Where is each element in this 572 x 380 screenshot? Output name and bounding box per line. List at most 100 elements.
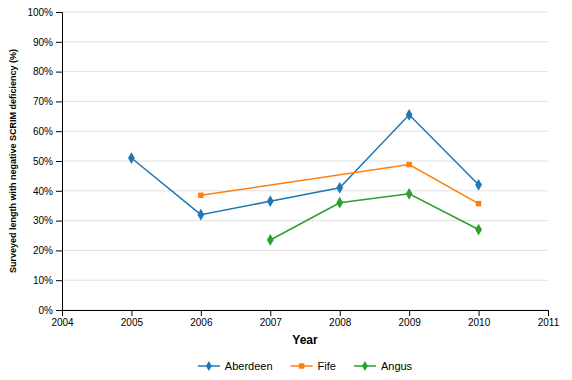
y-tick: 100% (27, 7, 62, 18)
grid-line (62, 71, 548, 72)
grid-line (62, 41, 548, 42)
grid-line (62, 101, 548, 102)
x-tick-label: 2004 (51, 317, 74, 328)
y-tick-label: 30% (33, 215, 53, 226)
grid-line (62, 250, 548, 251)
data-point (406, 162, 411, 167)
plot: 2004 2005 2006 2007 2008 2009 2010 2011 0% 10% 20%… (27, 7, 559, 328)
data-point (475, 179, 482, 191)
series-line (270, 194, 478, 240)
y-tick: 20% (33, 245, 62, 256)
x-tick-mark (201, 310, 202, 316)
legend-label: Angus (381, 360, 413, 372)
y-tick-mark (56, 12, 62, 13)
y-tick-label: 20% (33, 245, 53, 256)
data-point (267, 234, 274, 246)
data-point (336, 197, 343, 209)
data-point (128, 152, 135, 164)
y-axis-line (56, 13, 63, 311)
legend-symbol (299, 363, 304, 368)
x-axis-title: Year (292, 333, 318, 347)
legend-item: Aberdeen (198, 360, 273, 372)
legend-symbol (362, 361, 368, 371)
grid-line (62, 190, 548, 191)
x-tick-mark (479, 310, 480, 316)
y-tick-mark (56, 101, 62, 102)
x-tick-label: 2010 (468, 317, 491, 328)
x-tick-label: 2011 (538, 317, 560, 328)
legend-item: Angus (354, 360, 413, 372)
y-tick: 30% (33, 215, 62, 226)
x-tick: 2007 (260, 310, 283, 328)
x-tick-label: 2008 (329, 317, 352, 328)
y-tick-mark (56, 310, 62, 311)
data-point (336, 182, 343, 194)
x-tick-mark (131, 310, 132, 316)
y-tick-mark (56, 42, 62, 43)
x-tick-label: 2007 (260, 317, 283, 328)
chart: 2004 2005 2006 2007 2008 2009 2010 2011 0% 10% 20%… (0, 0, 572, 380)
y-tick-mark (56, 250, 62, 251)
x-tick-mark (548, 310, 549, 316)
x-tick: 2011 (538, 310, 560, 328)
data-point (198, 193, 203, 198)
x-tick: 2010 (468, 310, 491, 328)
x-tick: 2004 (51, 310, 74, 328)
x-tick: 2008 (329, 310, 352, 328)
x-tick-mark (409, 310, 410, 316)
y-tick-label: 70% (33, 96, 53, 107)
grid (62, 12, 548, 310)
y-tick-label: 10% (33, 275, 53, 286)
y-tick-label: 90% (33, 37, 53, 48)
y-tick: 60% (33, 126, 62, 137)
data-point (406, 109, 413, 121)
series-points (267, 188, 482, 246)
x-axis-line (63, 311, 549, 317)
y-tick-mark (56, 161, 62, 162)
y-tick-label: 40% (33, 186, 53, 197)
legend: Aberdeen Fife Angus (198, 360, 413, 372)
y-tick-label: 0% (39, 305, 54, 316)
data-point (406, 188, 413, 200)
legend-label: Aberdeen (225, 360, 273, 372)
legend-label: Fife (318, 360, 336, 372)
y-tick-label: 100% (27, 7, 53, 18)
x-tick-label: 2006 (190, 317, 213, 328)
y-tick-label: 80% (33, 66, 53, 77)
x-tick-mark (340, 310, 341, 316)
y-tick: 0% (39, 305, 62, 316)
y-tick-mark (56, 221, 62, 222)
y-tick: 80% (33, 66, 62, 77)
x-axis: 2004 2005 2006 2007 2008 2009 2010 2011 (51, 310, 559, 328)
series-line (131, 115, 478, 215)
legend-item: Fife (291, 360, 336, 372)
grid-line (62, 131, 548, 132)
y-tick-label: 50% (33, 156, 53, 167)
data-point (475, 224, 482, 236)
y-tick-mark (56, 191, 62, 192)
y-tick-mark (56, 280, 62, 281)
y-tick: 40% (33, 186, 62, 197)
grid-line (62, 280, 548, 281)
y-tick: 70% (33, 96, 62, 107)
x-tick: 2005 (121, 310, 144, 328)
y-tick: 90% (33, 37, 62, 48)
y-axis-title: Surveyed length with negative SCRIM defi… (8, 49, 18, 273)
y-tick: 10% (33, 275, 62, 286)
x-tick: 2006 (190, 310, 213, 328)
x-tick-label: 2009 (399, 317, 422, 328)
y-tick: 50% (33, 156, 62, 167)
grid-line (62, 12, 548, 13)
x-tick-label: 2005 (121, 317, 144, 328)
y-axis: 0% 10% 20% 30% 40% 50% 60% 70% 80% 90% 100% (27, 7, 62, 316)
y-tick-label: 60% (33, 126, 53, 137)
data-point (197, 209, 204, 221)
marks (128, 109, 482, 246)
y-tick-mark (56, 131, 62, 132)
x-tick: 2009 (399, 310, 422, 328)
legend-symbol (206, 361, 212, 371)
y-tick-mark (56, 72, 62, 73)
data-point (476, 201, 481, 206)
x-tick-mark (270, 310, 271, 316)
data-point (267, 195, 274, 207)
